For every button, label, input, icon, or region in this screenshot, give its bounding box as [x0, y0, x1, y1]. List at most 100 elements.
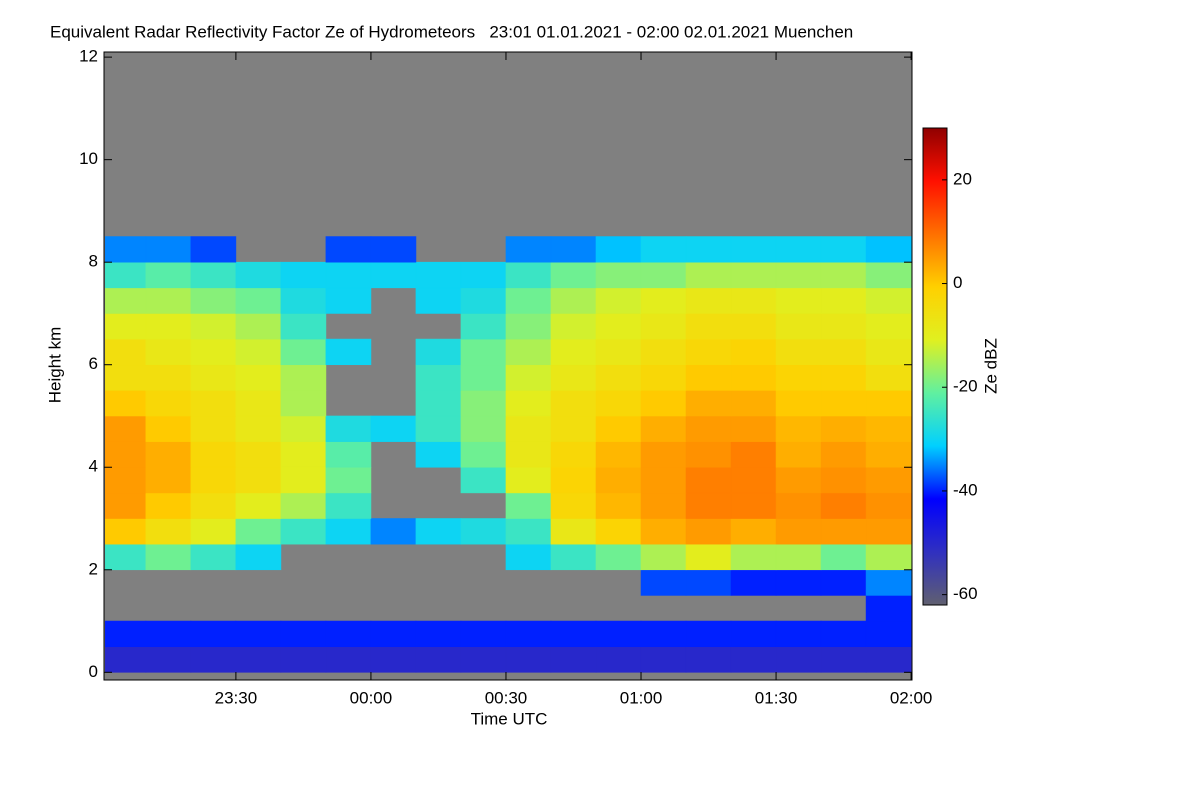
- heatmap-cell: [595, 518, 642, 545]
- heatmap-cell: [415, 364, 462, 391]
- heatmap-cell: [730, 620, 777, 647]
- heatmap-cell: [595, 620, 642, 647]
- heatmap-cell: [730, 390, 777, 417]
- heatmap-cell: [105, 261, 147, 289]
- heatmap-cell: [595, 261, 642, 289]
- heatmap-cell: [685, 313, 732, 340]
- heatmap-cell: [595, 236, 642, 263]
- heatmap-cell: [685, 390, 732, 417]
- heatmap-cell: [370, 646, 417, 673]
- heatmap-cell: [105, 364, 147, 391]
- heatmap-cell: [640, 390, 687, 417]
- heatmap-cell: [460, 261, 507, 289]
- heatmap-cell: [280, 313, 327, 340]
- heatmap-cell: [105, 236, 147, 263]
- heatmap-cell: [550, 390, 597, 417]
- heatmap-cell: [145, 313, 192, 340]
- heatmap-cell: [685, 338, 732, 366]
- heatmap-cell: [505, 338, 552, 366]
- heatmap-cell: [550, 236, 597, 263]
- heatmap-cell: [280, 261, 327, 289]
- heatmap-cell: [775, 492, 822, 519]
- colorbar-tick-label: -60: [953, 584, 978, 603]
- heatmap-cell: [280, 287, 327, 314]
- heatmap-cell: [280, 518, 327, 545]
- heatmap-cell: [415, 415, 462, 442]
- heatmap-cell: [190, 236, 237, 263]
- heatmap-cell: [105, 620, 147, 647]
- heatmap-cell: [190, 441, 237, 468]
- heatmap-cell: [190, 338, 237, 366]
- heatmap-cell: [775, 441, 822, 468]
- heatmap-cell: [865, 595, 912, 622]
- heatmap-cell: [190, 364, 237, 391]
- colorbar-tick-label: -20: [953, 377, 978, 396]
- heatmap-cell: [865, 441, 912, 468]
- heatmap-cell: [550, 543, 597, 571]
- heatmap-cell: [775, 236, 822, 263]
- heatmap-cell: [505, 492, 552, 519]
- heatmap-cell: [415, 338, 462, 366]
- heatmap-cell: [595, 543, 642, 571]
- heatmap-cell: [235, 287, 282, 314]
- heatmap-cell: [280, 338, 327, 366]
- heatmap-cell: [235, 364, 282, 391]
- heatmap-cell: [145, 518, 192, 545]
- heatmap-cell: [105, 415, 147, 442]
- heatmap-cell: [235, 441, 282, 468]
- heatmap-cell: [865, 287, 912, 314]
- heatmap-cell: [460, 287, 507, 314]
- heatmap-cell: [460, 441, 507, 468]
- heatmap-cell: [280, 415, 327, 442]
- x-tick-label: 02:00: [890, 688, 933, 707]
- heatmap-cell: [105, 390, 147, 417]
- y-tick-label: 12: [79, 47, 98, 66]
- heatmap-cell: [775, 364, 822, 391]
- heatmap-cell: [640, 518, 687, 545]
- heatmap-cell: [505, 313, 552, 340]
- heatmap-cell: [505, 466, 552, 494]
- heatmap-cell: [190, 313, 237, 340]
- heatmap-cell: [280, 466, 327, 494]
- heatmap-cell: [640, 415, 687, 442]
- heatmap-cell: [190, 466, 237, 494]
- heatmap-cell: [820, 518, 867, 545]
- heatmap-cell: [595, 364, 642, 391]
- heatmap-cell: [460, 313, 507, 340]
- heatmap-cell: [640, 236, 687, 263]
- heatmap-cell: [505, 646, 552, 673]
- heatmap-cell: [685, 466, 732, 494]
- heatmap-cell: [190, 646, 237, 673]
- heatmap-cell: [820, 261, 867, 289]
- heatmap-cell: [595, 441, 642, 468]
- heatmap-cell: [775, 313, 822, 340]
- heatmap-cell: [325, 518, 372, 545]
- heatmap-cell: [775, 466, 822, 494]
- heatmap-cell: [730, 338, 777, 366]
- y-tick-label: 8: [89, 252, 98, 271]
- heatmap-cell: [595, 466, 642, 494]
- heatmap-cell: [685, 518, 732, 545]
- heatmap-cell: [595, 287, 642, 314]
- heatmap-cell: [730, 364, 777, 391]
- heatmap-cell: [280, 364, 327, 391]
- heatmap-cell: [415, 646, 462, 673]
- heatmap-cell: [865, 390, 912, 417]
- heatmap-cell: [415, 620, 462, 647]
- heatmap-cell: [235, 492, 282, 519]
- heatmap-cell: [505, 441, 552, 468]
- heatmap-cell: [370, 236, 417, 263]
- heatmap-cell: [235, 466, 282, 494]
- heatmap-cell: [415, 287, 462, 314]
- heatmap-cell: [730, 236, 777, 263]
- heatmap-cell: [865, 620, 912, 647]
- heatmap-cell: [370, 620, 417, 647]
- colorbar-label: Ze dBZ: [981, 338, 1000, 394]
- heatmap-cell: [595, 415, 642, 442]
- heatmap-cell: [190, 518, 237, 545]
- heatmap-cell: [730, 287, 777, 314]
- heatmap-cell: [550, 620, 597, 647]
- x-axis-label: Time UTC: [471, 709, 548, 728]
- y-tick-label: 0: [89, 662, 98, 681]
- heatmap-cell: [865, 518, 912, 545]
